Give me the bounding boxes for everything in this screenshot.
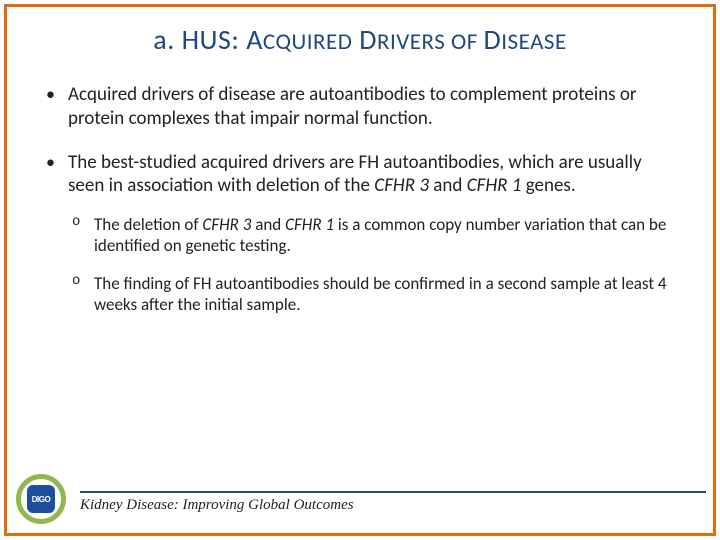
gene-name: CFHR 1 bbox=[285, 214, 334, 235]
logo-inner: DIGO bbox=[27, 485, 55, 513]
sub-text: The finding of FH autoantibodies should … bbox=[94, 273, 667, 315]
bullet-text: Acquired drivers of disease are autoanti… bbox=[68, 83, 637, 130]
footer-tagline: Kidney Disease: Improving Global Outcome… bbox=[80, 497, 706, 514]
kdigo-logo: DIGO bbox=[14, 472, 68, 526]
gene-name: CFHR 3 bbox=[202, 214, 251, 235]
footer-rule bbox=[80, 491, 706, 493]
bullet-item: The best-studied acquired drivers are FH… bbox=[40, 151, 680, 316]
sub-bullet-list: The deletion of CFHR 3 and CFHR 1 is a c… bbox=[68, 214, 680, 315]
logo-text: DIGO bbox=[32, 495, 50, 504]
bullet-text-mid: and bbox=[429, 174, 467, 197]
bullet-list: Acquired drivers of disease are autoanti… bbox=[40, 83, 680, 315]
gene-name: CFHR 1 bbox=[467, 174, 522, 197]
slide-content: Acquired drivers of disease are autoanti… bbox=[0, 65, 720, 315]
bullet-item: Acquired drivers of disease are autoanti… bbox=[40, 83, 680, 131]
sub-text-mid: and bbox=[251, 214, 285, 235]
footer-right: Kidney Disease: Improving Global Outcome… bbox=[80, 485, 706, 514]
slide-footer: DIGO Kidney Disease: Improving Global Ou… bbox=[14, 472, 706, 526]
sub-text-pre: The deletion of bbox=[94, 214, 202, 235]
sub-bullet-item: The finding of FH autoantibodies should … bbox=[68, 273, 680, 316]
gene-name: CFHR 3 bbox=[374, 174, 429, 197]
sub-bullet-item: The deletion of CFHR 3 and CFHR 1 is a c… bbox=[68, 214, 680, 257]
bullet-text-post: genes. bbox=[521, 174, 575, 197]
